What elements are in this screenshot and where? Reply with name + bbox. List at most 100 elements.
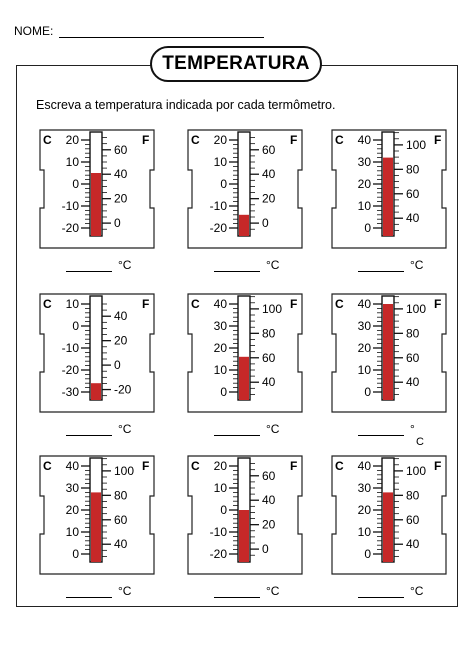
fahrenheit-label: F [290,133,297,147]
fahrenheit-tick-label: 100 [406,138,426,152]
answer-field: °C [66,584,131,598]
celsius-tick-label: 10 [358,363,372,377]
fahrenheit-tick-label: 60 [262,351,276,365]
fahrenheit-tick-label: 20 [262,192,276,206]
fahrenheit-label: F [434,133,441,147]
celsius-tick-label: -30 [62,385,80,399]
celsius-tick-label: -20 [210,221,228,235]
fahrenheit-label: F [290,297,297,311]
celsius-label: C [43,459,52,473]
fahrenheit-tick-label: 80 [406,162,420,176]
answer-input-line[interactable] [358,425,404,436]
celsius-tick-label: 40 [358,133,372,147]
fahrenheit-tick-label: 40 [262,375,276,389]
celsius-label: C [335,133,344,147]
celsius-tick-label: 20 [214,133,228,147]
answer-input-line[interactable] [66,425,112,436]
answer-field: °C [214,584,279,598]
answer-unit: °C [266,258,280,272]
fahrenheit-label: F [434,297,441,311]
fahrenheit-tick-label: 100 [262,302,282,316]
celsius-tick-label: 20 [214,341,228,355]
celsius-tick-label: 0 [220,177,227,191]
celsius-label: C [191,297,200,311]
celsius-tick-label: 0 [72,547,79,561]
fahrenheit-tick-label: 20 [114,334,128,348]
answer-unit-wrapped: C [416,436,424,448]
name-label: NOME: [14,24,54,38]
answer-field: °C [358,258,423,272]
fahrenheit-tick-label: -20 [114,383,132,397]
celsius-tick-label: -20 [62,363,80,377]
fahrenheit-tick-label: 60 [406,187,420,201]
celsius-tick-label: 10 [214,155,228,169]
celsius-tick-label: -10 [62,199,80,213]
fahrenheit-tick-label: 0 [114,216,121,230]
mercury-column [383,157,393,236]
celsius-tick-label: -10 [210,199,228,213]
fahrenheit-tick-label: 20 [114,192,128,206]
fahrenheit-tick-label: 60 [114,513,128,527]
celsius-tick-label: 0 [220,503,227,517]
celsius-tick-label: 10 [66,155,80,169]
fahrenheit-tick-label: 60 [262,469,276,483]
fahrenheit-tick-label: 0 [262,542,269,556]
fahrenheit-tick-label: 40 [262,167,276,181]
name-input-line[interactable] [59,26,265,38]
fahrenheit-label: F [290,459,297,473]
celsius-tick-label: 0 [72,319,79,333]
answer-input-line[interactable] [358,587,404,598]
celsius-tick-label: -20 [210,547,228,561]
answer-input-line[interactable] [66,261,112,272]
fahrenheit-tick-label: 80 [114,488,128,502]
celsius-tick-label: -20 [62,221,80,235]
answer-unit: °C [266,422,280,436]
celsius-label: C [43,133,52,147]
answer-unit: °C [410,584,424,598]
fahrenheit-tick-label: 100 [406,302,426,316]
celsius-label: C [43,297,52,311]
fahrenheit-label: F [142,133,149,147]
fahrenheit-tick-label: 40 [406,375,420,389]
fahrenheit-tick-label: 40 [114,309,128,323]
celsius-tick-label: 20 [358,341,372,355]
answer-unit: °C [118,258,132,272]
celsius-tick-label: 20 [358,503,372,517]
celsius-tick-label: 30 [358,319,372,333]
fahrenheit-tick-label: 40 [262,493,276,507]
name-field: NOME: [14,24,265,38]
celsius-tick-label: 0 [72,177,79,191]
mercury-column [383,492,393,562]
fahrenheit-label: F [142,459,149,473]
answer-input-line[interactable] [358,261,404,272]
answer-field: °C [66,258,131,272]
thermometer-2: C F 20 10 0 -10 -20 60 40 20 0 [187,129,303,249]
celsius-tick-label: 30 [66,481,80,495]
fahrenheit-tick-label: 40 [114,537,128,551]
celsius-tick-label: 20 [214,459,228,473]
answer-input-line[interactable] [214,261,260,272]
celsius-tick-label: 0 [220,385,227,399]
answer-input-line[interactable] [214,587,260,598]
celsius-tick-label: 0 [364,221,371,235]
answer-input-line[interactable] [214,425,260,436]
fahrenheit-tick-label: 40 [406,211,420,225]
celsius-tick-label: 40 [358,297,372,311]
celsius-tick-label: 30 [358,481,372,495]
mercury-column [91,383,101,400]
celsius-tick-label: 40 [66,459,80,473]
celsius-tick-label: 10 [358,525,372,539]
celsius-tick-label: 10 [358,199,372,213]
celsius-tick-label: 20 [358,177,372,191]
fahrenheit-tick-label: 0 [262,216,269,230]
fahrenheit-tick-label: 20 [262,518,276,532]
celsius-tick-label: -10 [210,525,228,539]
fahrenheit-tick-label: 60 [406,351,420,365]
answer-input-line[interactable] [66,587,112,598]
instruction-text: Escreva a temperatura indicada por cada … [36,98,336,112]
mercury-column [239,214,249,236]
fahrenheit-label: F [142,297,149,311]
